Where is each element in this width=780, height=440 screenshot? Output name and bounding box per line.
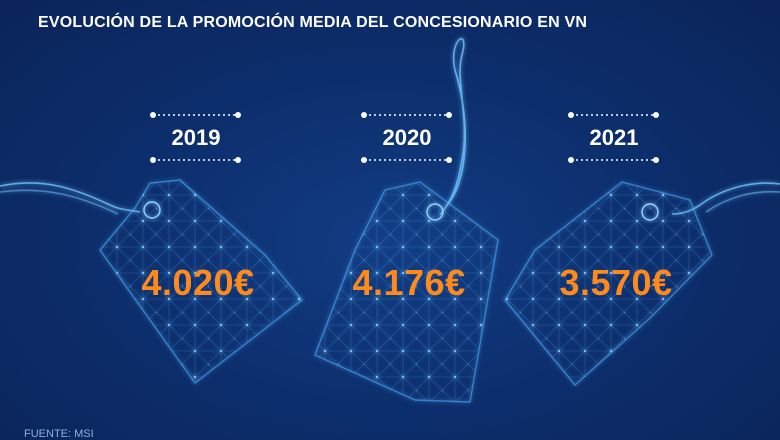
year-label-2021: 2021	[589, 125, 639, 150]
price-tag-2019	[99, 179, 303, 384]
value-label-2021: 3.570€	[559, 262, 673, 303]
price-tag-2021	[504, 181, 713, 387]
chart-title: EVOLUCIÓN DE LA PROMOCIÓN MEDIA DEL CONC…	[38, 14, 588, 31]
source-note: FUENTE: MSI	[24, 428, 94, 440]
year-label-2019: 2019	[171, 125, 221, 150]
year-label-2020: 2020	[382, 125, 432, 150]
value-label-2019: 4.020€	[141, 262, 255, 303]
year-separators	[150, 112, 659, 163]
price-tag-2020	[314, 181, 499, 403]
value-label-2020: 4.176€	[352, 262, 466, 303]
